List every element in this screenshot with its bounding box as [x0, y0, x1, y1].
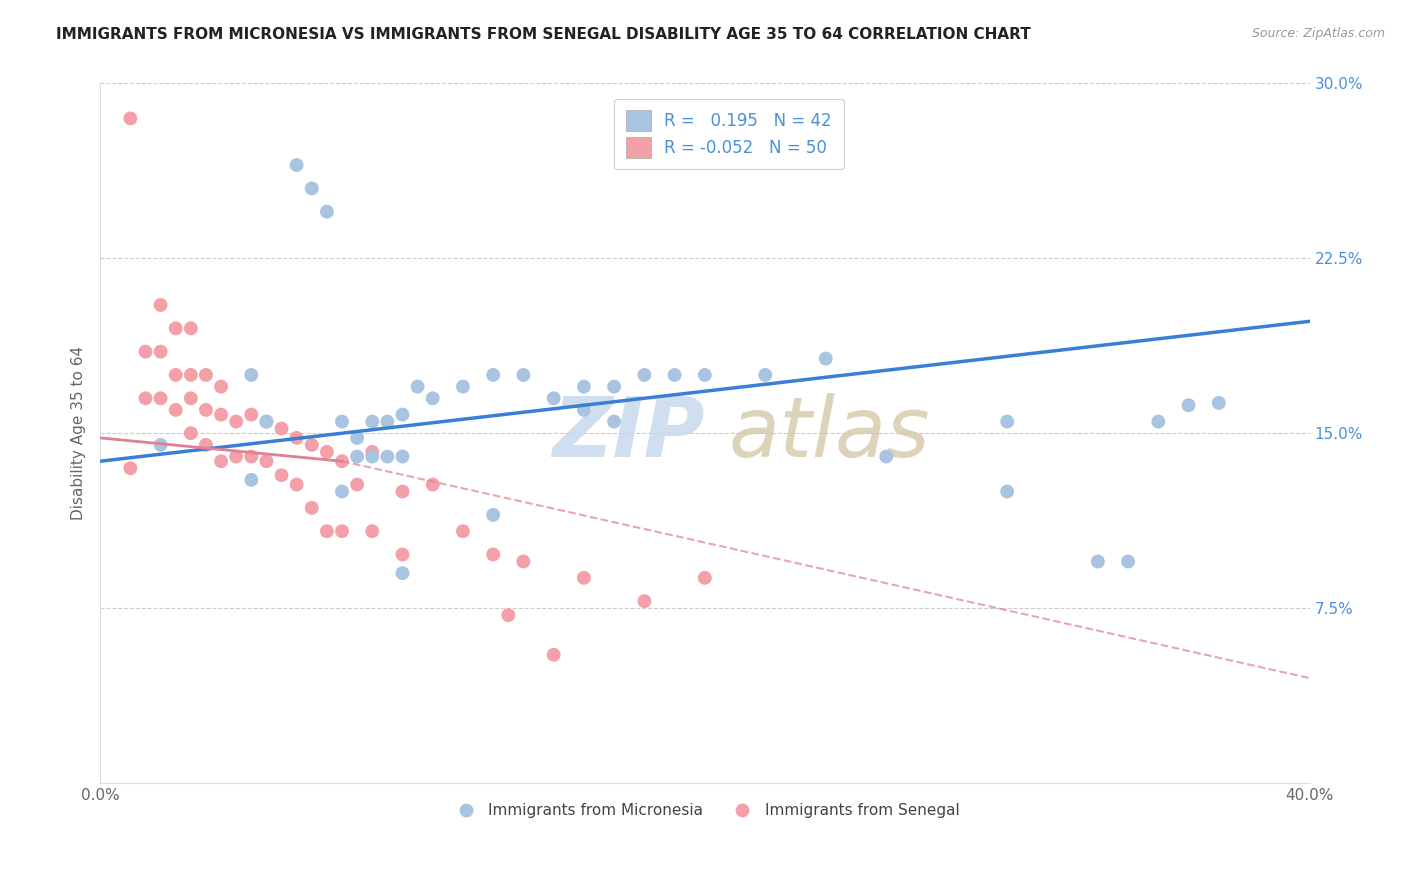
Point	[149, 391, 172, 405]
Point	[209, 379, 232, 393]
Point	[1147, 415, 1170, 429]
Point	[285, 477, 308, 491]
Point	[285, 158, 308, 172]
Text: Source: ZipAtlas.com: Source: ZipAtlas.com	[1251, 27, 1385, 40]
Point	[1116, 554, 1139, 568]
Point	[482, 368, 505, 382]
Point	[285, 431, 308, 445]
Point	[361, 450, 384, 464]
Point	[194, 368, 217, 382]
Point	[315, 204, 337, 219]
Point	[346, 450, 368, 464]
Point	[180, 391, 202, 405]
Point	[254, 415, 277, 429]
Point	[603, 379, 626, 393]
Point	[301, 438, 323, 452]
Point	[361, 445, 384, 459]
Point	[301, 181, 323, 195]
Point	[270, 468, 292, 483]
Legend: Immigrants from Micronesia, Immigrants from Senegal: Immigrants from Micronesia, Immigrants f…	[444, 797, 966, 824]
Point	[361, 524, 384, 538]
Point	[346, 431, 368, 445]
Point	[391, 548, 413, 562]
Point	[225, 415, 247, 429]
Point	[1177, 398, 1199, 412]
Point	[120, 461, 142, 475]
Point	[149, 298, 172, 312]
Point	[240, 368, 263, 382]
Point	[482, 548, 505, 562]
Point	[377, 415, 399, 429]
Point	[995, 415, 1018, 429]
Point	[693, 571, 716, 585]
Point	[633, 594, 655, 608]
Point	[391, 566, 413, 581]
Text: atlas: atlas	[730, 392, 931, 474]
Point	[422, 391, 444, 405]
Point	[391, 450, 413, 464]
Point	[315, 524, 337, 538]
Point	[391, 408, 413, 422]
Point	[240, 473, 263, 487]
Point	[120, 112, 142, 126]
Point	[361, 415, 384, 429]
Point	[330, 415, 353, 429]
Point	[451, 379, 474, 393]
Point	[814, 351, 837, 366]
Point	[377, 450, 399, 464]
Point	[180, 368, 202, 382]
Point	[995, 484, 1018, 499]
Point	[330, 454, 353, 468]
Text: ZIP: ZIP	[553, 392, 704, 474]
Point	[134, 391, 156, 405]
Point	[875, 450, 897, 464]
Y-axis label: Disability Age 35 to 64: Disability Age 35 to 64	[72, 346, 86, 520]
Point	[422, 477, 444, 491]
Point	[254, 415, 277, 429]
Point	[165, 321, 187, 335]
Point	[194, 438, 217, 452]
Point	[451, 524, 474, 538]
Point	[225, 450, 247, 464]
Point	[240, 408, 263, 422]
Point	[134, 344, 156, 359]
Point	[254, 454, 277, 468]
Point	[149, 438, 172, 452]
Point	[180, 321, 202, 335]
Point	[633, 368, 655, 382]
Point	[512, 368, 534, 382]
Point	[498, 608, 520, 623]
Point	[209, 454, 232, 468]
Point	[165, 368, 187, 382]
Point	[1087, 554, 1109, 568]
Point	[1208, 396, 1230, 410]
Text: IMMIGRANTS FROM MICRONESIA VS IMMIGRANTS FROM SENEGAL DISABILITY AGE 35 TO 64 CO: IMMIGRANTS FROM MICRONESIA VS IMMIGRANTS…	[56, 27, 1031, 42]
Point	[330, 524, 353, 538]
Point	[406, 379, 429, 393]
Point	[194, 403, 217, 417]
Point	[301, 500, 323, 515]
Point	[270, 421, 292, 435]
Point	[754, 368, 776, 382]
Point	[572, 379, 595, 393]
Point	[482, 508, 505, 522]
Point	[149, 344, 172, 359]
Point	[512, 554, 534, 568]
Point	[664, 368, 686, 382]
Point	[693, 368, 716, 382]
Point	[209, 408, 232, 422]
Point	[603, 415, 626, 429]
Point	[315, 445, 337, 459]
Point	[330, 484, 353, 499]
Point	[572, 403, 595, 417]
Point	[180, 426, 202, 441]
Point	[543, 391, 565, 405]
Point	[391, 484, 413, 499]
Point	[572, 571, 595, 585]
Point	[165, 403, 187, 417]
Point	[346, 477, 368, 491]
Point	[543, 648, 565, 662]
Point	[240, 450, 263, 464]
